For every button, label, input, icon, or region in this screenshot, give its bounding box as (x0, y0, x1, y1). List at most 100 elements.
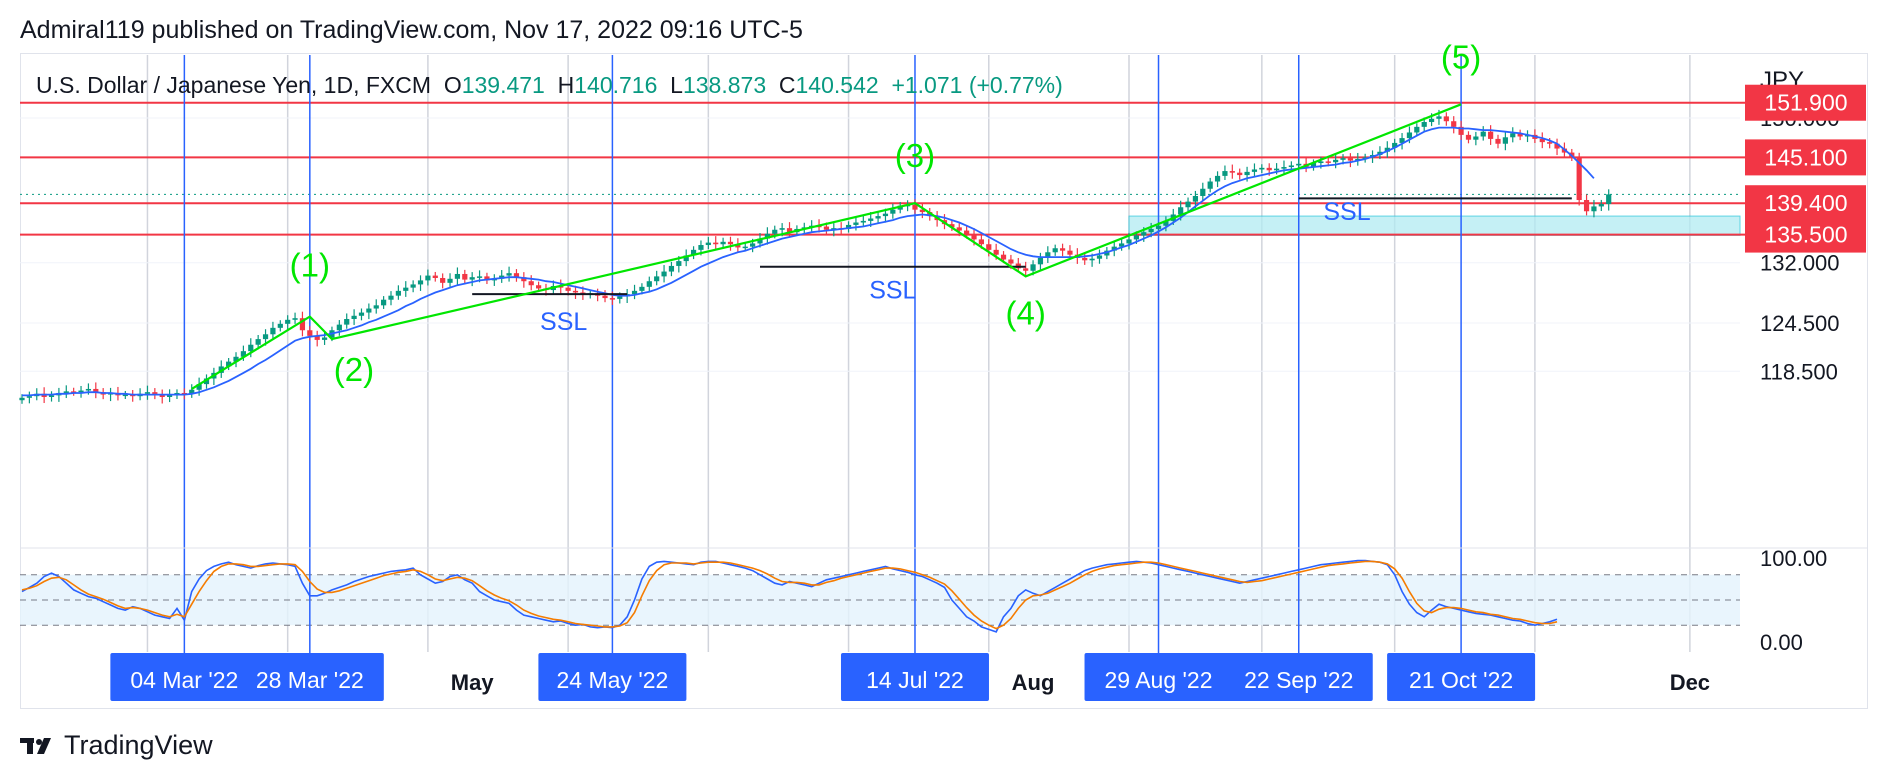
candle-body (299, 318, 306, 331)
candle-body (956, 227, 962, 231)
candle-body (203, 378, 210, 385)
candle-body (93, 388, 99, 393)
candle-body (484, 276, 490, 281)
date-label-box (840, 653, 989, 701)
high-label: H (557, 72, 575, 98)
wave-label: (4) (1006, 294, 1046, 331)
candle-body (986, 244, 992, 250)
candle-body (971, 234, 977, 240)
candle-body (565, 287, 571, 291)
candle-body (1059, 248, 1066, 251)
candle-body (1089, 258, 1095, 261)
candle-body (1318, 161, 1324, 164)
symbol-name: U.S. Dollar / Japanese Yen, 1D, FXCM (36, 72, 432, 98)
candle-body (698, 245, 704, 250)
candle-body (152, 392, 158, 395)
candle-body (1274, 168, 1280, 171)
candle-body (617, 296, 623, 299)
candle-body (1237, 172, 1243, 176)
candle-body (344, 319, 350, 325)
candle-body (1591, 206, 1597, 212)
candle-body (1052, 248, 1058, 253)
candle-body (772, 229, 778, 234)
candle-body (395, 290, 401, 296)
date-label: 28 Mar '22 (256, 667, 364, 693)
x-axis-tick: May (451, 670, 495, 695)
candle-body (536, 285, 542, 289)
zone-ssl-label: SSL (1323, 198, 1370, 226)
price-level-badge (1745, 84, 1866, 121)
candle-body (1200, 188, 1206, 196)
candle-body (1008, 259, 1014, 264)
symbol-legend: U.S. Dollar / Japanese Yen, 1D, FXCM O13… (36, 72, 1063, 99)
candle-body (1421, 122, 1427, 127)
candle-body (1583, 200, 1590, 212)
candle-body (440, 277, 446, 283)
candle-body (1399, 138, 1405, 143)
candle-body (1045, 252, 1051, 258)
candle-body (1347, 158, 1353, 161)
support-zone (1128, 215, 1741, 236)
candle-body (159, 394, 165, 397)
candle-body (144, 392, 151, 394)
candle-body (358, 312, 365, 316)
candle-body (351, 315, 357, 319)
candle-body (1310, 163, 1317, 168)
candle-body (388, 295, 394, 300)
candle-body (572, 290, 579, 293)
ssl-label: SSL (540, 308, 587, 336)
candle-body (1325, 161, 1331, 163)
candle-body (1067, 250, 1073, 255)
wave-label: (1) (290, 247, 330, 284)
candle-body (1229, 171, 1235, 173)
candle-body (1000, 254, 1007, 260)
candle-body (602, 295, 608, 299)
candle-body (381, 299, 387, 306)
ssl-label: SSL (869, 277, 916, 305)
footer-brand[interactable]: TradingView (20, 730, 213, 761)
candle-body (1281, 167, 1287, 169)
candle-body (122, 394, 128, 397)
price-level-badge (1745, 185, 1866, 222)
candle-body (882, 213, 889, 217)
close-value: 140.542 (795, 72, 879, 98)
candle-body (764, 233, 770, 239)
candle-body (255, 339, 261, 345)
date-label: 22 Sep '22 (1244, 667, 1353, 693)
candle-body (1214, 175, 1221, 182)
high-value: 140.716 (574, 72, 658, 98)
candle-body (1458, 126, 1464, 135)
candle-body (1606, 194, 1612, 205)
y-axis-tick: 132.000 (1760, 251, 1840, 276)
candle-body (1451, 121, 1457, 127)
candle-body (964, 230, 970, 235)
open-label: O (443, 72, 462, 98)
candle-body (1495, 138, 1501, 144)
candle-body (1384, 147, 1390, 152)
x-axis-tick: Dec (1670, 670, 1710, 695)
candle-body (690, 249, 697, 256)
wave-label: (5) (1441, 38, 1481, 75)
tradingview-wordmark: TradingView (64, 730, 213, 760)
candle-body (639, 286, 645, 291)
price-level-badge (1745, 216, 1866, 253)
date-label-box (1387, 653, 1536, 701)
candle-body (48, 395, 55, 397)
price-level-badge-text: 151.900 (1764, 90, 1847, 116)
candle-body (248, 344, 254, 352)
candle-body (1266, 167, 1272, 171)
candle-body (1465, 134, 1472, 140)
candle-body (1288, 165, 1294, 168)
candle-body (262, 334, 269, 340)
candle-body (1141, 232, 1147, 236)
candle-body (78, 390, 84, 393)
candle-body (1023, 268, 1029, 271)
candle-body (1163, 220, 1169, 226)
candle-body (189, 389, 195, 394)
candle-body (1126, 239, 1132, 244)
candle-body (417, 280, 424, 285)
candle-body (720, 241, 726, 245)
candle-body (713, 242, 719, 245)
candle-body (425, 275, 431, 281)
